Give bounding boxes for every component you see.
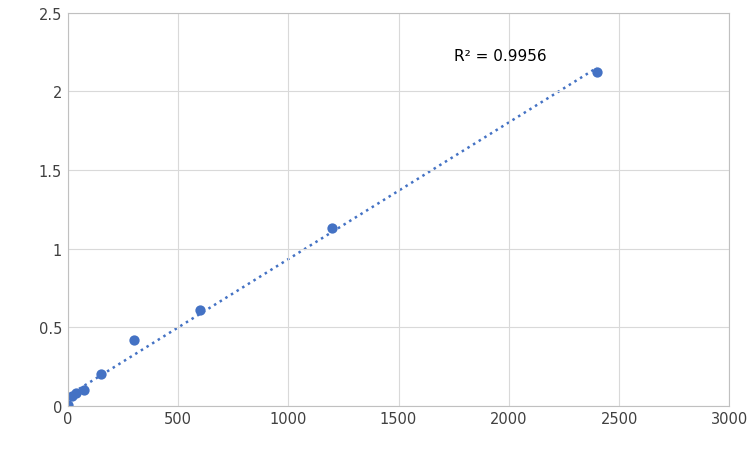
Point	[62, 402, 74, 409]
Point	[194, 307, 206, 314]
Point	[66, 393, 77, 400]
Point	[95, 371, 107, 378]
Text: R² = 0.9956: R² = 0.9956	[453, 49, 547, 64]
Point	[326, 225, 338, 232]
Point	[70, 390, 82, 397]
Point	[78, 387, 90, 394]
Point	[591, 69, 603, 77]
Point	[128, 336, 140, 344]
